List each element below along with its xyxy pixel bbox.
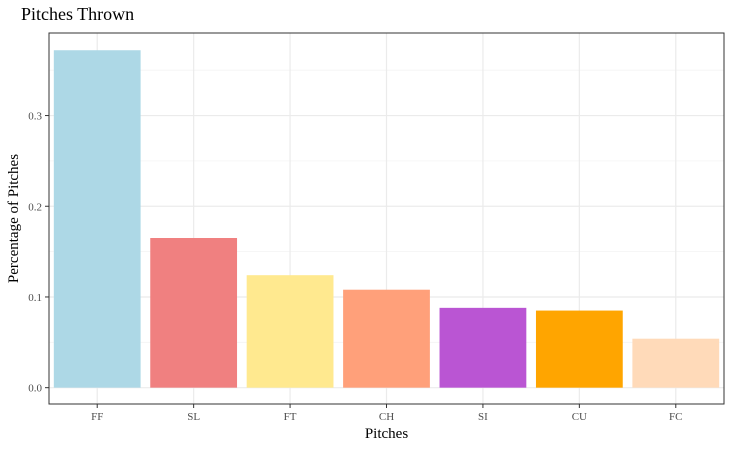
x-tick-label-fc: FC [669, 411, 682, 423]
bar-ff [53, 50, 141, 388]
y-tick-label: 0.1 [28, 292, 42, 304]
y-tick-label: 0.2 [28, 201, 42, 213]
bar-ch [343, 289, 430, 388]
bar-ft [246, 275, 334, 388]
bar-si [439, 307, 527, 388]
x-tick-label-ch: CH [379, 411, 394, 423]
x-tick-label-sl: SL [187, 411, 200, 423]
y-axis: 0.0 0.1 0.2 0.3 [28, 111, 49, 395]
y-tick-label: 0.0 [28, 383, 42, 395]
bar-sl [150, 238, 238, 388]
y-axis-title: Percentage of Pitches [6, 154, 22, 283]
x-axis: FF SL FT CH SI CU FC [91, 404, 683, 423]
x-tick-label-ff: FF [91, 411, 103, 423]
bar-cu [535, 310, 623, 388]
bars [53, 50, 720, 388]
x-axis-title: Pitches [365, 426, 408, 442]
x-tick-label-si: SI [478, 411, 488, 423]
y-tick-label: 0.3 [28, 111, 42, 123]
x-tick-label-ft: FT [284, 411, 297, 423]
chart-title: Pitches Thrown [21, 4, 135, 24]
bar-fc [632, 338, 720, 388]
x-tick-label-cu: CU [572, 411, 587, 423]
